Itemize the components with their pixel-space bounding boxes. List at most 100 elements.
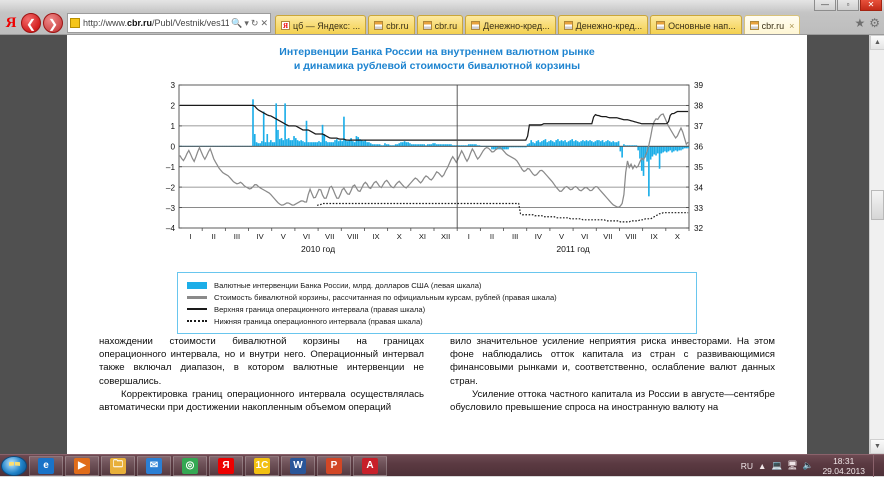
chart-bar bbox=[430, 144, 433, 147]
gear-icon[interactable]: ⚙ bbox=[869, 16, 880, 30]
chart-bar bbox=[377, 144, 379, 147]
chart-bar bbox=[396, 144, 399, 147]
x-axis-tick: VIII bbox=[347, 232, 358, 241]
chart-bar bbox=[471, 144, 474, 147]
taskbar-item-adobe-reader[interactable]: A bbox=[353, 455, 387, 476]
chart-bar bbox=[410, 144, 413, 147]
vertical-scrollbar[interactable]: ▲ ▼ bbox=[869, 35, 884, 454]
address-bar[interactable]: http://www.cbr.ru/Publ/Vestnik/ves111124… bbox=[67, 13, 271, 33]
chart-legend: Валютные интервенции Банка России, млрд.… bbox=[177, 272, 697, 334]
chart-bar bbox=[339, 140, 342, 147]
chart-bar bbox=[517, 146, 520, 148]
yandex-logo-icon: Я bbox=[5, 15, 17, 31]
taskbar-item-google-chrome[interactable]: ◎ bbox=[173, 455, 207, 476]
chart-bar bbox=[362, 141, 365, 147]
chart-bar bbox=[492, 146, 495, 150]
1c-enterprise-icon: 1С bbox=[254, 457, 270, 474]
chart-bar bbox=[446, 144, 449, 147]
legend-label: Нижняя граница операционного интервала (… bbox=[214, 316, 423, 326]
chart-bar bbox=[273, 142, 276, 147]
chart-bar bbox=[300, 140, 302, 147]
taskbar-item-microsoft-word[interactable]: W bbox=[281, 455, 315, 476]
speaker-icon[interactable]: 🔈 bbox=[802, 460, 814, 470]
chevron-down-icon[interactable]: ▾ bbox=[244, 17, 249, 28]
chart-bar bbox=[553, 142, 556, 147]
favorites-star-icon[interactable]: ★ bbox=[854, 16, 866, 30]
chart-bar bbox=[434, 143, 436, 147]
taskbar-item-file-explorer[interactable]: 🗀 bbox=[101, 455, 135, 476]
chart-bar bbox=[316, 142, 319, 147]
chart-bar bbox=[592, 142, 595, 147]
close-window-button[interactable]: ✕ bbox=[860, 0, 882, 11]
legend-key-gray-line bbox=[186, 292, 208, 302]
x-axis-tick: VII bbox=[325, 232, 334, 241]
taskbar-item-windows-media-player[interactable]: ▶ bbox=[65, 455, 99, 476]
taskbar-item-microsoft-powerpoint[interactable]: P bbox=[317, 455, 351, 476]
tab-3[interactable]: Денежно-кред... bbox=[465, 15, 556, 34]
paragraph: вило значительное усиление неприятия рис… bbox=[450, 336, 775, 387]
show-desktop-button[interactable] bbox=[873, 454, 880, 477]
taskbar-item-1c-enterprise[interactable]: 1С bbox=[245, 455, 279, 476]
chart-bar bbox=[284, 103, 286, 147]
scroll-up-arrow-icon[interactable]: ▲ bbox=[870, 35, 884, 50]
chart-bar bbox=[255, 142, 258, 147]
language-indicator[interactable]: RU bbox=[740, 460, 754, 471]
magnifier-icon[interactable]: 🔍 bbox=[231, 17, 243, 28]
x-axis-tick: IX bbox=[651, 232, 658, 241]
tab-2[interactable]: cbr.ru bbox=[416, 15, 464, 34]
chart-bar bbox=[293, 136, 295, 147]
taskbar-item-yandex-browser[interactable]: Я bbox=[209, 455, 243, 476]
tab-4[interactable]: Денежно-кред... bbox=[557, 15, 649, 34]
scrollbar-thumb[interactable] bbox=[871, 190, 884, 220]
network-icon[interactable]: 💻 bbox=[771, 460, 783, 470]
scroll-down-arrow-icon[interactable]: ▼ bbox=[870, 439, 884, 454]
chart-bar bbox=[649, 146, 652, 160]
clock[interactable]: 18:31 29.04.2013 bbox=[818, 456, 865, 476]
chart-bar bbox=[352, 141, 354, 147]
chart-bar bbox=[444, 144, 447, 147]
taskbar-item-internet-explorer[interactable]: e bbox=[29, 455, 63, 476]
article-right-column: вило значительное усиление неприятия рис… bbox=[450, 335, 775, 414]
y-axis-right-tick: 38 bbox=[694, 102, 704, 111]
document-page: Интервенции Банка России на внутреннем в… bbox=[67, 35, 807, 454]
forward-arrow-icon[interactable]: ❯ bbox=[43, 13, 63, 33]
chart-bar bbox=[630, 145, 632, 147]
legend-item-lower-bound: Нижняя граница операционного интервала (… bbox=[186, 316, 688, 326]
maximize-button[interactable]: ▫ bbox=[837, 0, 859, 11]
chart-bar bbox=[514, 146, 516, 148]
chart-bar bbox=[560, 140, 563, 147]
chart-bar bbox=[580, 141, 582, 147]
minimize-button[interactable]: — bbox=[814, 0, 836, 11]
chart-bar bbox=[319, 142, 322, 147]
chart-bar bbox=[478, 145, 481, 147]
chart-bar bbox=[644, 146, 647, 158]
y-axis-right-tick: 39 bbox=[694, 81, 704, 90]
refresh-icon[interactable]: ↻ bbox=[250, 17, 259, 28]
monitor-icon[interactable]: 🖥 bbox=[787, 460, 798, 470]
chart-bar bbox=[648, 146, 650, 197]
chart-bar bbox=[407, 142, 409, 147]
chart-bar bbox=[526, 144, 529, 147]
chart-bar bbox=[612, 141, 615, 147]
x-axis-tick: II bbox=[212, 232, 216, 241]
show-hidden-icons-icon[interactable]: ▲ bbox=[758, 460, 767, 471]
y-axis-left-tick: –2 bbox=[166, 183, 176, 192]
start-button[interactable] bbox=[1, 455, 27, 476]
chart-bar bbox=[357, 137, 360, 147]
chart-bar bbox=[448, 144, 450, 147]
legend-key-black-line bbox=[186, 304, 208, 314]
back-arrow-icon[interactable]: ❮ bbox=[21, 13, 41, 33]
tab-6-active[interactable]: cbr.ru × bbox=[743, 15, 801, 34]
chart-bar bbox=[373, 144, 376, 147]
tab-5[interactable]: Основные нап... bbox=[650, 15, 742, 34]
tab-close-icon[interactable]: × bbox=[789, 20, 795, 31]
chart-bar bbox=[462, 145, 465, 147]
x-axis-tick: X bbox=[675, 232, 680, 241]
taskbar-item-mail-client[interactable]: ✉ bbox=[137, 455, 171, 476]
chart-title: Интервенции Банка России на внутреннем в… bbox=[67, 41, 807, 79]
close-icon[interactable]: ✕ bbox=[260, 17, 268, 28]
chart-bar bbox=[359, 139, 361, 147]
tab-1[interactable]: cbr.ru bbox=[368, 15, 415, 34]
chart-bar bbox=[525, 146, 527, 148]
